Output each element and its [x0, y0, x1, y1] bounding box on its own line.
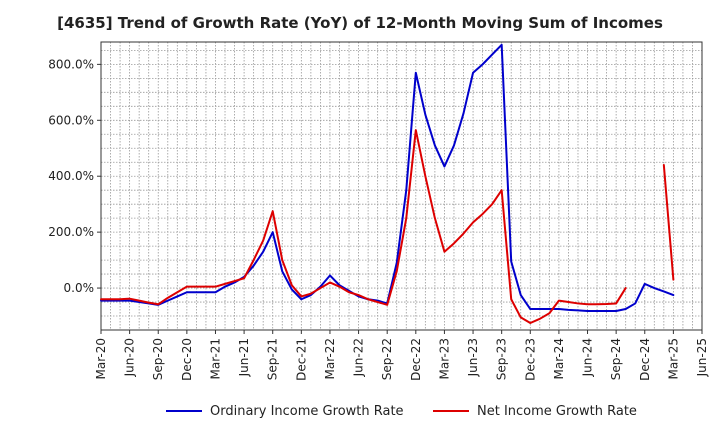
x-tick-label: Mar-25: [666, 338, 680, 379]
grid-lines: [100, 42, 703, 330]
x-tick-label: Sep-21: [266, 338, 280, 380]
chart-title: [4635] Trend of Growth Rate (YoY) of 12-…: [57, 14, 663, 32]
y-tick-label: 600.0%: [48, 113, 94, 127]
x-tick-label: Jun-20: [123, 338, 137, 377]
x-tick-label: Dec-22: [409, 338, 423, 381]
y-axis: 0.0% 200.0% 400.0% 600.0% 800.0%: [48, 57, 101, 295]
x-tick-label: Sep-20: [151, 338, 165, 380]
x-tick-label: Sep-22: [380, 338, 394, 380]
x-axis: Mar-20 Jun-20 Sep-20 Dec-20 Mar-21 Jun-21 Sep-…: [94, 330, 709, 381]
x-tick-label: Mar-24: [552, 338, 566, 379]
series-lines: [100, 43, 675, 325]
legend-label: Net Income Growth Rate: [477, 404, 637, 419]
x-tick-label: Jun-24: [581, 338, 595, 377]
x-tick-label: Mar-20: [94, 338, 108, 379]
x-tick-label: Dec-24: [638, 338, 652, 381]
x-tick-label: Sep-23: [495, 338, 509, 380]
x-tick-label: Mar-23: [437, 338, 451, 379]
y-tick-label: 200.0%: [48, 225, 94, 239]
y-tick-label: 400.0%: [48, 169, 94, 183]
legend-label: Ordinary Income Growth Rate: [210, 404, 404, 419]
x-tick-label: Mar-22: [323, 338, 337, 379]
legend: Ordinary Income Growth Rate Net Income Gr…: [166, 404, 637, 419]
x-tick-label: Jun-21: [237, 338, 251, 377]
x-tick-label: Mar-21: [208, 338, 222, 379]
y-tick-label: 800.0%: [48, 57, 94, 71]
x-tick-label: Jun-25: [695, 338, 709, 377]
x-tick-label: Jun-23: [466, 338, 480, 377]
y-tick-label: 0.0%: [64, 281, 95, 295]
x-tick-label: Dec-21: [294, 338, 308, 381]
x-tick-label: Jun-22: [352, 338, 366, 377]
x-tick-label: Dec-20: [180, 338, 194, 381]
net-income-line-segment: [662, 164, 675, 281]
net-income-line: [100, 129, 627, 325]
x-tick-label: Sep-24: [609, 338, 623, 380]
plot-area-frame: [100, 41, 703, 331]
x-tick-label: Dec-23: [523, 338, 537, 381]
